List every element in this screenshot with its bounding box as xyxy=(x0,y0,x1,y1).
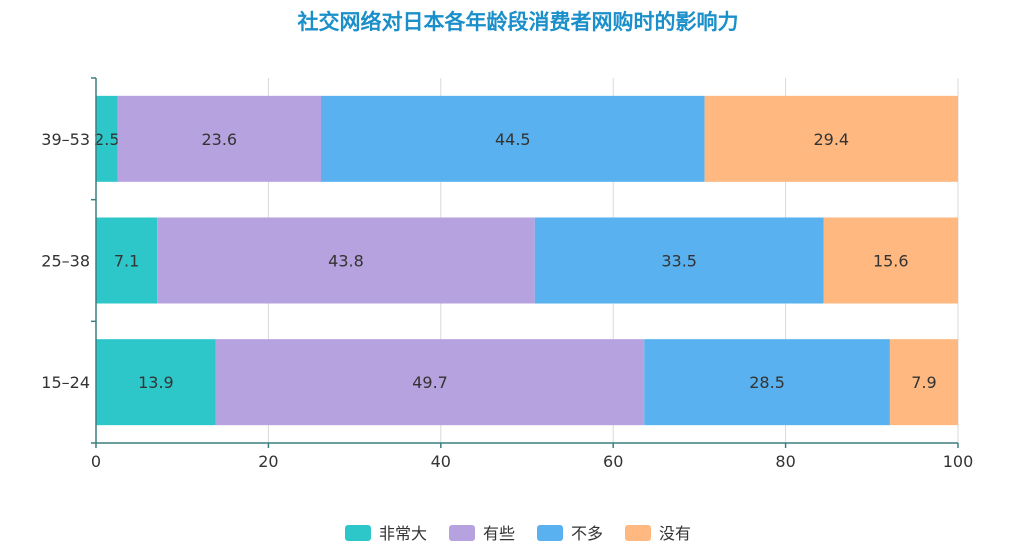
bar-segment xyxy=(704,95,958,182)
data-label: 33.5 xyxy=(661,252,697,271)
data-label: 28.5 xyxy=(749,373,785,392)
legend-swatch xyxy=(537,525,563,541)
legend-label: 有些 xyxy=(483,524,515,543)
bar-segment xyxy=(96,217,158,304)
bar-segment xyxy=(320,95,705,182)
x-tick-label: 60 xyxy=(603,452,623,471)
y-tick-label: 39–53 xyxy=(41,130,90,149)
x-tick-label: 20 xyxy=(258,452,278,471)
legend-swatch xyxy=(625,525,651,541)
bar-segment xyxy=(889,339,958,426)
bar-segment xyxy=(644,339,890,426)
legend-label: 没有 xyxy=(659,524,691,543)
data-label: 7.1 xyxy=(114,252,139,271)
y-tick-label: 25–38 xyxy=(41,252,90,271)
bar-segment xyxy=(117,95,321,182)
data-label: 23.6 xyxy=(201,130,237,149)
legend-label: 非常大 xyxy=(379,524,427,543)
bar-segment xyxy=(157,217,535,304)
bar-segment xyxy=(823,217,958,304)
x-tick-label: 0 xyxy=(91,452,101,471)
x-tick-label: 100 xyxy=(943,452,974,471)
legend-swatch xyxy=(345,525,371,541)
data-label: 2.5 xyxy=(94,130,119,149)
x-tick-label: 80 xyxy=(775,452,795,471)
data-label: 7.9 xyxy=(911,373,936,392)
x-tick-label: 40 xyxy=(431,452,451,471)
data-label: 13.9 xyxy=(138,373,174,392)
data-label: 43.8 xyxy=(328,252,364,271)
bar-segment xyxy=(215,339,645,426)
legend-swatch xyxy=(449,525,475,541)
y-tick-label: 15–24 xyxy=(41,373,90,392)
data-label: 15.6 xyxy=(873,252,909,271)
bar-segment xyxy=(96,95,118,182)
data-label: 49.7 xyxy=(412,373,448,392)
data-label: 44.5 xyxy=(495,130,531,149)
chart-title: 社交网络对日本各年龄段消费者网购时的影响力 xyxy=(297,10,739,34)
bar-segment xyxy=(96,339,216,426)
bar-segment xyxy=(534,217,824,304)
data-label: 29.4 xyxy=(813,130,849,149)
legend-label: 不多 xyxy=(571,524,603,543)
